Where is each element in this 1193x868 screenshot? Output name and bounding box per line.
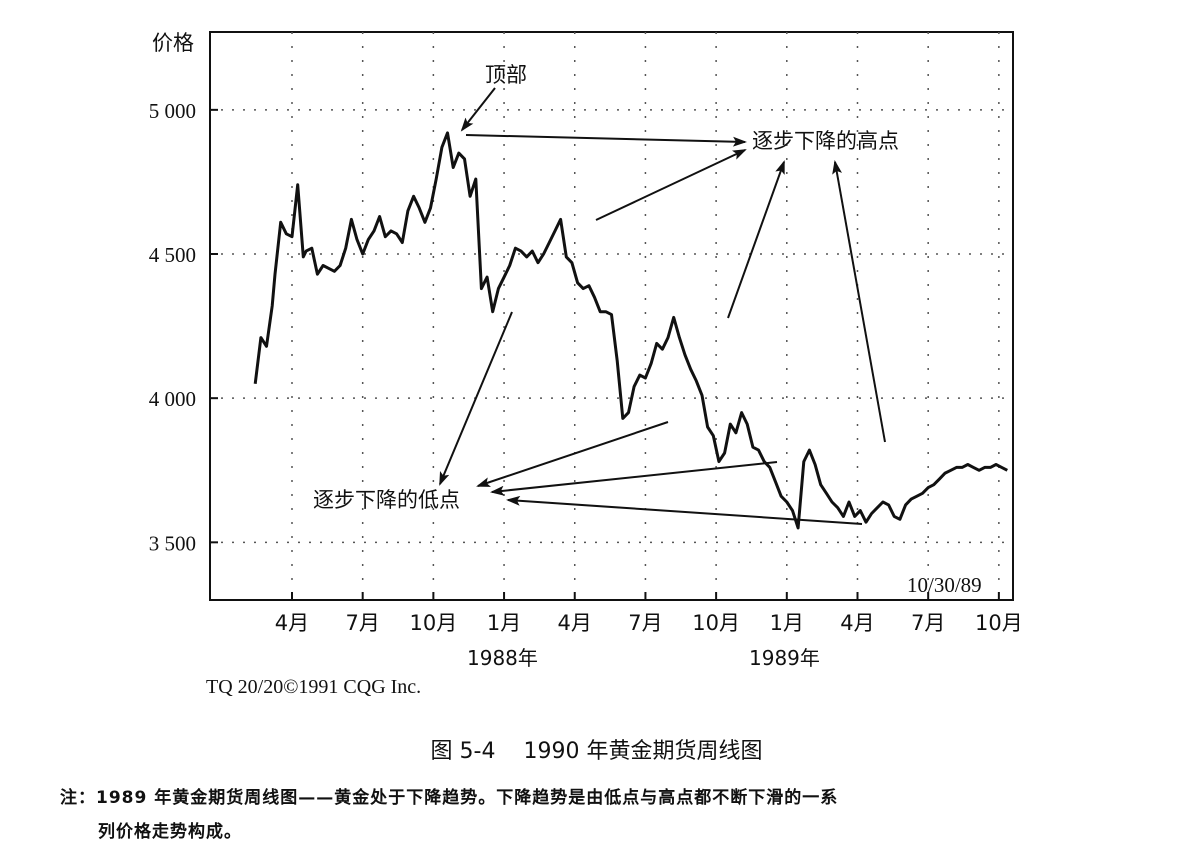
annotation-lower-lows: 逐步下降的低点: [313, 488, 460, 512]
tick-marks: [210, 108, 1000, 600]
y-tick-label: 5 000: [149, 99, 196, 123]
note-line-2: 列价格走势构成。: [98, 822, 242, 842]
y-tick-label: 4 500: [149, 243, 196, 267]
figure-note: 注：1989 年黄金期货周线图——黄金处于下降趋势。下降趋势是由低点与高点都不断…: [60, 781, 1170, 849]
annotation-arrows: [439, 87, 886, 525]
x-tick-label: 1月: [770, 611, 804, 635]
price-series-line: [253, 131, 1008, 530]
x-tick-label: 7月: [345, 611, 379, 635]
note-line-1: 注：1989 年黄金期货周线图——黄金处于下降趋势。下降趋势是由低点与高点都不断…: [60, 788, 839, 808]
source-credit: TQ 20/20©1991 CQG Inc.: [206, 676, 422, 698]
annotation-arrow: [595, 149, 747, 221]
y-tick-label: 3 500: [149, 531, 196, 555]
x-tick-label: 4月: [275, 611, 309, 635]
x-tick-label: 7月: [628, 611, 662, 635]
figure-caption: 图 5-4 1990 年黄金期货周线图: [0, 733, 1193, 765]
y-tick-label: 4 000: [149, 387, 196, 411]
x-tick-labels: 4月 7月 10月 1月 4月 7月 10月 1月 4月 7月 10月: [275, 611, 1023, 635]
year-label-1989: 1989年: [749, 646, 820, 670]
annotation-arrow: [465, 134, 747, 147]
date-label: 10/30/89: [907, 573, 982, 597]
plot-frame: [209, 31, 1014, 601]
annotation-arrow: [490, 461, 778, 496]
x-tick-label: 1月: [487, 611, 521, 635]
annotation-top: 顶部: [485, 63, 527, 87]
annotation-lower-highs: 逐步下降的高点: [752, 129, 899, 153]
x-tick-label: 10月: [692, 611, 740, 635]
y-axis-label: 价格: [152, 31, 194, 55]
x-tick-label: 4月: [558, 611, 592, 635]
annotation-arrow: [439, 311, 513, 486]
y-tick-labels: 5 000 4 500 4 000 3 500: [149, 99, 196, 555]
year-label-1988: 1988年: [467, 646, 538, 670]
annotation-arrow: [506, 495, 863, 525]
figure-title: 1990 年黄金期货周线图: [523, 739, 763, 764]
annotation-arrow: [460, 87, 496, 132]
x-tick-label: 7月: [911, 611, 945, 635]
annotation-arrow: [727, 160, 785, 319]
x-tick-label: 10月: [975, 611, 1023, 635]
x-tick-label: 10月: [410, 611, 458, 635]
annotation-arrow: [476, 421, 669, 487]
x-tick-label: 4月: [840, 611, 874, 635]
figure-number: 图 5-4: [430, 739, 496, 764]
annotation-arrow: [832, 160, 886, 443]
